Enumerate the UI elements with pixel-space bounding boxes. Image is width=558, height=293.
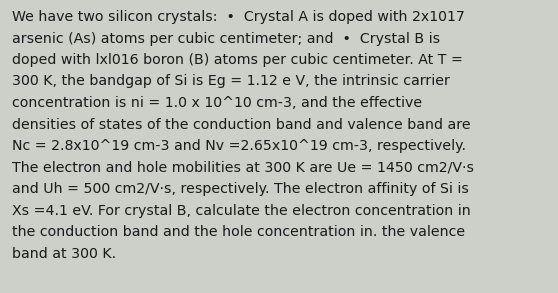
- Text: densities of states of the conduction band and valence band are: densities of states of the conduction ba…: [12, 117, 470, 132]
- Text: 300 K, the bandgap of Si is Eg = 1.12 e V, the intrinsic carrier: 300 K, the bandgap of Si is Eg = 1.12 e …: [12, 74, 450, 88]
- Text: doped with lxl016 boron (B) atoms per cubic centimeter. At T =: doped with lxl016 boron (B) atoms per cu…: [12, 53, 463, 67]
- Text: We have two silicon crystals:  •  Crystal A is doped with 2x1017: We have two silicon crystals: • Crystal …: [12, 10, 465, 24]
- Text: Xs =4.1 eV. For crystal B, calculate the electron concentration in: Xs =4.1 eV. For crystal B, calculate the…: [12, 204, 471, 217]
- Text: arsenic (As) atoms per cubic centimeter; and  •  Crystal B is: arsenic (As) atoms per cubic centimeter;…: [12, 32, 440, 45]
- Text: band at 300 K.: band at 300 K.: [12, 246, 116, 260]
- Text: concentration is ni = 1.0 x 10^10 cm-3, and the effective: concentration is ni = 1.0 x 10^10 cm-3, …: [12, 96, 422, 110]
- Text: Nc = 2.8x10^19 cm-3 and Nv =2.65x10^19 cm-3, respectively.: Nc = 2.8x10^19 cm-3 and Nv =2.65x10^19 c…: [12, 139, 466, 153]
- Text: the conduction band and the hole concentration in. the valence: the conduction band and the hole concent…: [12, 225, 465, 239]
- Text: and Uh = 500 cm2/V·s, respectively. The electron affinity of Si is: and Uh = 500 cm2/V·s, respectively. The …: [12, 182, 469, 196]
- Text: The electron and hole mobilities at 300 K are Ue = 1450 cm2/V·s: The electron and hole mobilities at 300 …: [12, 161, 474, 175]
